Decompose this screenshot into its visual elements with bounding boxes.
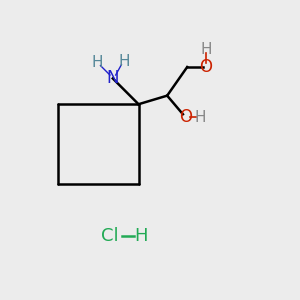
Text: Cl: Cl (101, 227, 119, 245)
Text: H: H (195, 110, 206, 124)
Text: N: N (106, 70, 119, 88)
Text: O: O (199, 58, 212, 76)
Text: H: H (91, 55, 103, 70)
Text: H: H (118, 54, 130, 69)
Text: H: H (135, 227, 148, 245)
Text: H: H (200, 42, 212, 57)
Text: O: O (179, 108, 192, 126)
